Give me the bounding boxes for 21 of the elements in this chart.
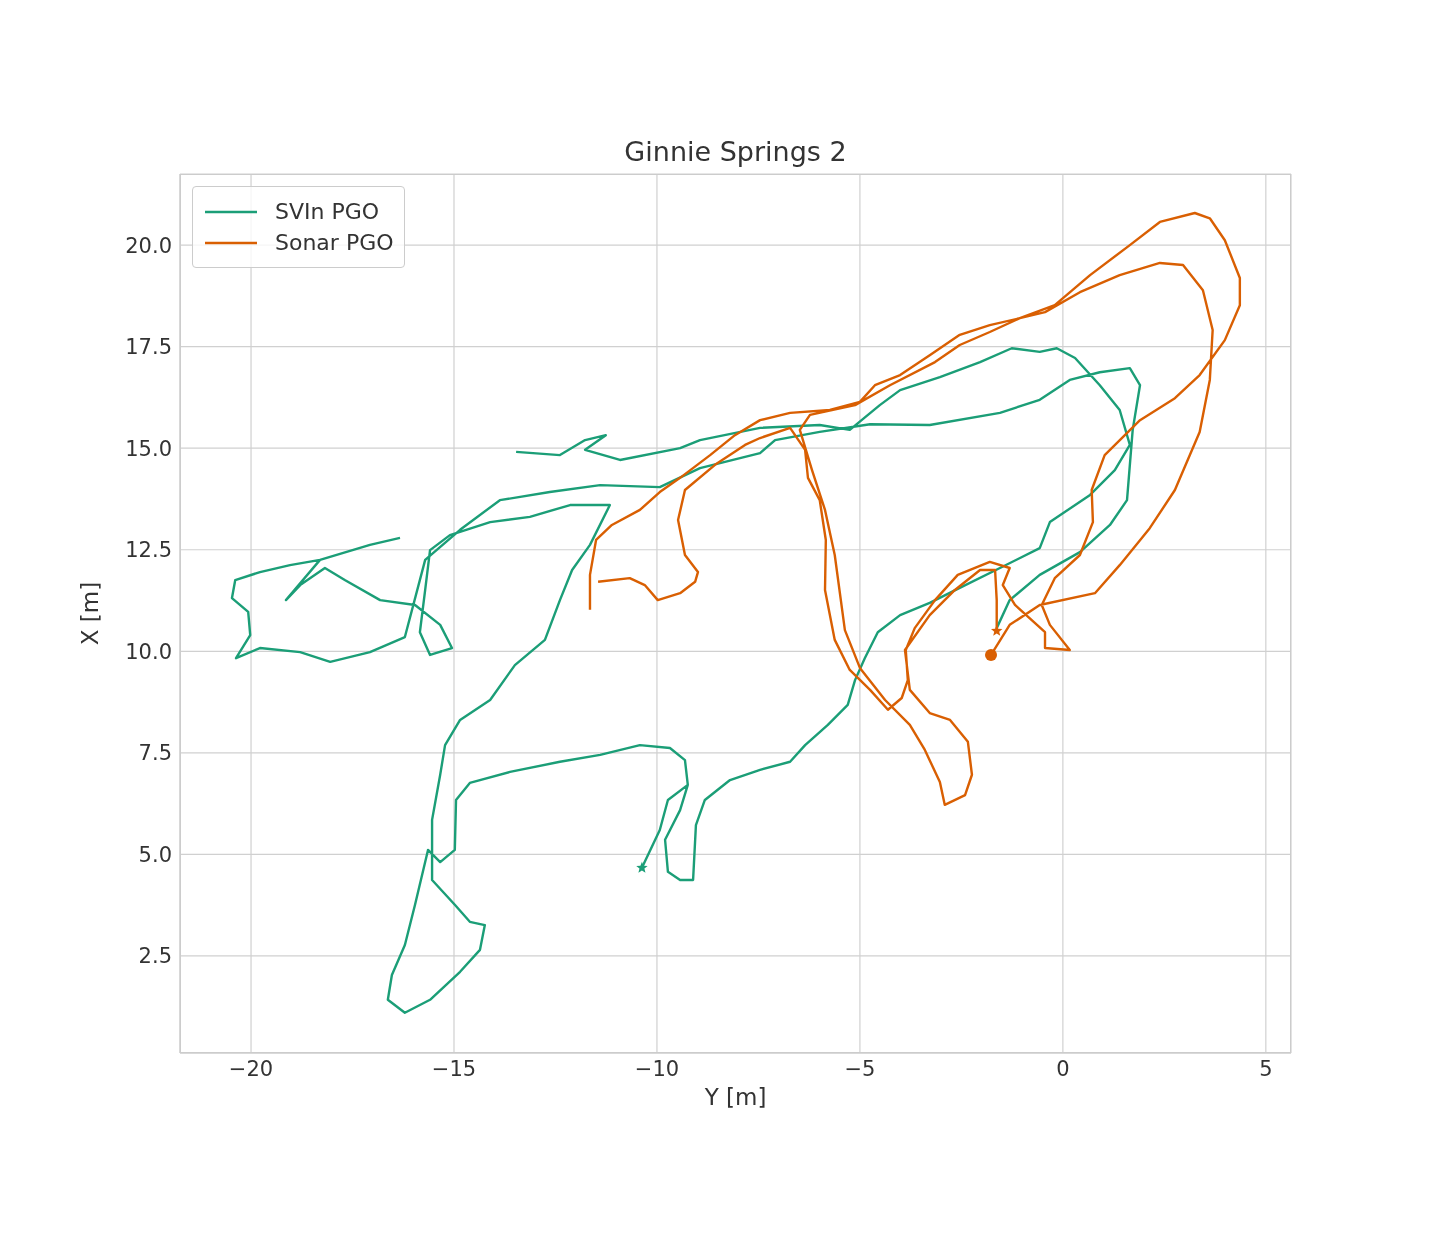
y-tick-label: 7.5 bbox=[138, 741, 172, 766]
point bbox=[636, 861, 648, 873]
x-tick-label: −20 bbox=[228, 1056, 274, 1081]
y-tick-label: 12.5 bbox=[125, 538, 172, 563]
x-tick-label: −5 bbox=[844, 1056, 876, 1081]
x-tick-label: −10 bbox=[634, 1056, 680, 1081]
y-axis-title: X [m] bbox=[77, 581, 104, 646]
x-axis-title: Y [m] bbox=[703, 1084, 767, 1110]
x-tick-label: 5 bbox=[1259, 1056, 1273, 1081]
y-tick-label: 10.0 bbox=[125, 639, 172, 664]
y-tick-label: 2.5 bbox=[138, 944, 172, 969]
y-tick-label: 20.0 bbox=[125, 233, 172, 258]
x-tick-label: 0 bbox=[1056, 1056, 1070, 1081]
point bbox=[985, 648, 998, 661]
legend-label: Sonar PGO bbox=[275, 230, 394, 255]
x-tick-label: −15 bbox=[431, 1056, 477, 1081]
y-tick-label: 17.5 bbox=[125, 335, 172, 360]
legend-label: SVIn PGO bbox=[275, 199, 380, 224]
chart-title: Ginnie Springs 2 bbox=[623, 136, 848, 167]
y-tick-label: 15.0 bbox=[125, 436, 172, 461]
y-tick-label: 5.0 bbox=[138, 842, 172, 867]
